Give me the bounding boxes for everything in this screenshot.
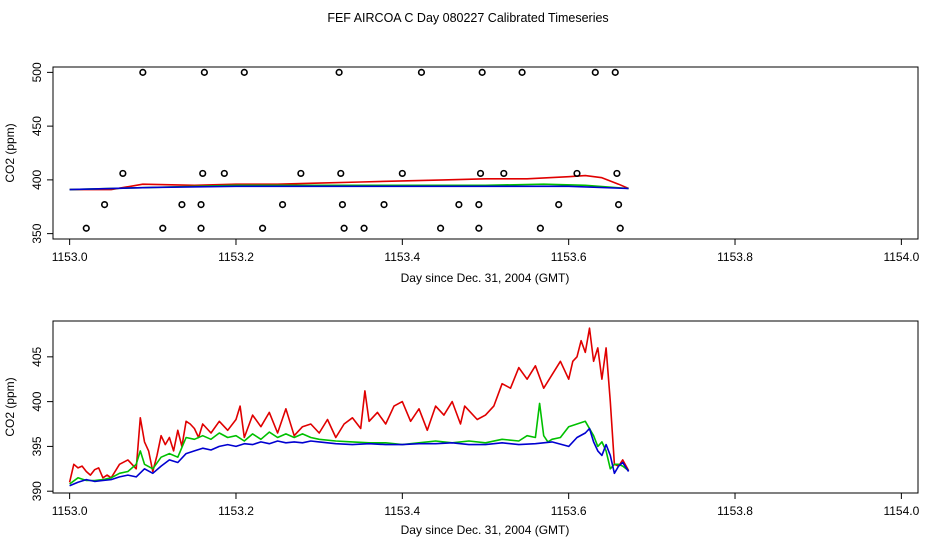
top-x-tick-label: 1153.0 — [52, 250, 88, 264]
top-y-tick-label: 350 — [30, 223, 44, 243]
top-calibration-marker — [591, 68, 599, 76]
top-x-tick-label: 1154.0 — [883, 250, 919, 264]
top-calibration-marker — [197, 201, 205, 209]
bottom-x-axis: 1153.0 1153.2 1153.4 1153.6 1153.8 1154.0 — [52, 493, 920, 518]
top-series-lines — [69, 174, 629, 191]
top-calibration-marker — [475, 201, 483, 209]
top-y-axis-label: CO2 (ppm) — [3, 123, 17, 182]
top-x-tick-label: 1153.4 — [384, 250, 420, 264]
top-calibration-marker — [139, 68, 147, 76]
bottom-x-tick-label: 1153.6 — [551, 504, 587, 518]
top-y-tick-label: 500 — [30, 62, 44, 82]
top-calibration-marker — [380, 201, 388, 209]
top-calibration-marker — [338, 201, 347, 209]
top-x-tick-label: 1153.8 — [717, 250, 753, 264]
top-y-tick-label: 450 — [30, 116, 44, 136]
top-x-axis: 1153.0 1153.2 1153.4 1153.6 1153.8 1154.0 — [52, 239, 920, 264]
top-series-blue — [69, 185, 629, 191]
top-calibration-marker — [478, 68, 486, 76]
bottom-y-axis-label: CO2 (ppm) — [3, 377, 17, 436]
top-calibration-marker — [159, 224, 167, 232]
top-calibration-marker — [475, 224, 483, 232]
top-calibration-marker — [614, 201, 623, 209]
top-calibration-marker — [611, 68, 619, 76]
top-calibration-marker — [613, 169, 621, 178]
bottom-y-tick-label: 395 — [30, 436, 44, 456]
top-calibration-marker — [340, 224, 348, 232]
bottom-x-tick-label: 1153.2 — [218, 504, 254, 518]
top-series-red — [69, 174, 629, 191]
bottom-x-tick-label: 1153.4 — [384, 504, 420, 518]
bottom-y-axis: 390 395 400 405 — [30, 347, 53, 501]
top-calibration-marker — [436, 224, 445, 232]
top-calibration-marker — [220, 169, 228, 178]
top-calibration-marker — [573, 169, 581, 178]
top-calibration-marker — [335, 68, 343, 76]
bottom-x-tick-label: 1153.0 — [52, 504, 88, 518]
top-x-tick-label: 1153.6 — [551, 250, 587, 264]
bottom-x-tick-label: 1154.0 — [883, 504, 919, 518]
top-calibration-markers — [82, 68, 624, 232]
top-calibration-marker — [417, 68, 426, 76]
top-calibration-marker — [200, 68, 208, 76]
top-calibration-marker — [278, 201, 287, 209]
bottom-y-tick-label: 390 — [30, 481, 44, 501]
bottom-series-red — [68, 327, 630, 483]
bottom-plot-frame — [52, 320, 919, 494]
top-calibration-marker — [500, 169, 508, 178]
top-calibration-marker — [536, 224, 544, 232]
top-calibration-marker — [337, 169, 345, 178]
top-y-axis: 350 400 450 500 — [30, 62, 53, 244]
top-panel: 1153.0 1153.2 1153.4 1153.6 1153.8 1154.0 350… — [3, 62, 920, 285]
bottom-y-tick-label: 405 — [30, 347, 44, 367]
top-calibration-marker — [398, 169, 406, 178]
top-calibration-marker — [476, 169, 485, 178]
bottom-x-tick-label: 1153.8 — [717, 504, 753, 518]
top-x-axis-label: Day since Dec. 31, 2004 (GMT) — [401, 271, 570, 285]
top-calibration-marker — [616, 224, 624, 232]
top-x-tick-label: 1153.2 — [218, 250, 254, 264]
top-calibration-marker — [360, 224, 368, 232]
top-plot-frame — [52, 66, 919, 240]
top-calibration-marker — [119, 169, 127, 178]
top-calibration-marker — [240, 68, 248, 76]
top-calibration-marker — [197, 224, 205, 232]
top-calibration-marker — [100, 201, 109, 209]
bottom-series-lines — [68, 327, 630, 487]
bottom-series-blue — [69, 427, 630, 487]
top-calibration-marker — [258, 224, 267, 232]
top-y-tick-label: 400 — [30, 170, 44, 190]
bottom-panel: 1153.0 1153.2 1153.4 1153.6 1153.8 1154.0 390… — [3, 320, 920, 537]
top-calibration-marker — [82, 224, 90, 232]
bottom-y-tick-label: 400 — [30, 391, 44, 411]
top-calibration-marker — [555, 201, 563, 209]
top-calibration-marker — [518, 68, 526, 76]
top-calibration-marker — [178, 201, 186, 209]
top-calibration-marker — [455, 201, 463, 209]
bottom-series-green — [69, 402, 630, 485]
top-calibration-marker — [199, 169, 207, 178]
bottom-x-axis-label: Day since Dec. 31, 2004 (GMT) — [401, 523, 570, 537]
top-calibration-marker — [297, 169, 305, 178]
figure-title: FEF AIRCOA C Day 080227 Calibrated Times… — [327, 11, 608, 25]
